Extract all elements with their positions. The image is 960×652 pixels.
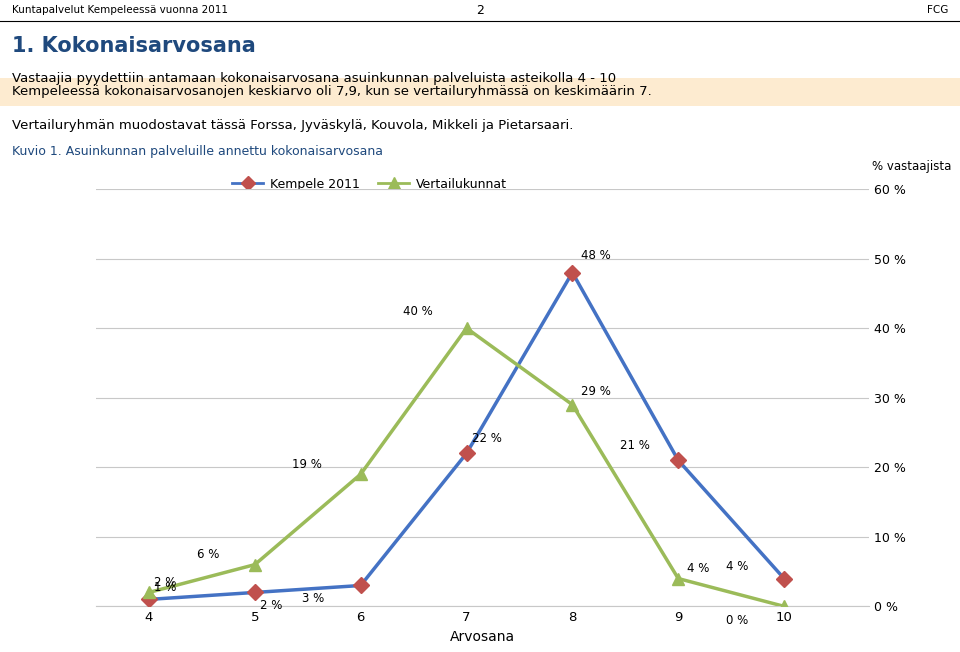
Text: 1 %: 1 % (155, 581, 177, 594)
FancyBboxPatch shape (0, 78, 960, 106)
Text: Kempeleessä kokonaisarvosanojen keskiarvo oli 7,9, kun se vertailuryhmässä on ke: Kempeleessä kokonaisarvosanojen keskiarv… (12, 85, 651, 98)
Text: Kuvio 1. Asuinkunnan palveluille annettu kokonaisarvosana: Kuvio 1. Asuinkunnan palveluille annettu… (12, 145, 382, 158)
Text: 19 %: 19 % (292, 458, 322, 471)
Text: Vastaajia pyydettiin antamaan kokonaisarvosana asuinkunnan palveluista asteikoll: Vastaajia pyydettiin antamaan kokonaisar… (12, 72, 615, 85)
Text: 2 %: 2 % (260, 599, 282, 612)
Text: 3 %: 3 % (302, 592, 324, 605)
X-axis label: Arvosana: Arvosana (450, 630, 515, 644)
Text: Kuntapalvelut Kempeleessä vuonna 2011: Kuntapalvelut Kempeleessä vuonna 2011 (12, 5, 228, 16)
Text: 48 %: 48 % (581, 249, 611, 262)
Text: 0 %: 0 % (726, 614, 748, 627)
Text: 29 %: 29 % (581, 385, 611, 398)
Text: 21 %: 21 % (620, 439, 650, 452)
Text: 2 %: 2 % (155, 576, 177, 589)
Text: 2: 2 (476, 4, 484, 17)
Legend: Kempele 2011, Vertailukunnat: Kempele 2011, Vertailukunnat (228, 173, 512, 196)
Text: 6 %: 6 % (197, 548, 219, 561)
Text: % vastaajista: % vastaajista (872, 160, 951, 173)
Text: 22 %: 22 % (471, 432, 502, 445)
Text: 4 %: 4 % (726, 560, 748, 573)
Text: 40 %: 40 % (403, 304, 433, 318)
Text: 1. Kokonaisarvosana: 1. Kokonaisarvosana (12, 36, 255, 55)
Text: FCG: FCG (927, 5, 948, 16)
Text: Vertailuryhmän muodostavat tässä Forssa, Jyväskylä, Kouvola, Mikkeli ja Pietarsa: Vertailuryhmän muodostavat tässä Forssa,… (12, 119, 573, 132)
Text: 4 %: 4 % (686, 562, 709, 575)
